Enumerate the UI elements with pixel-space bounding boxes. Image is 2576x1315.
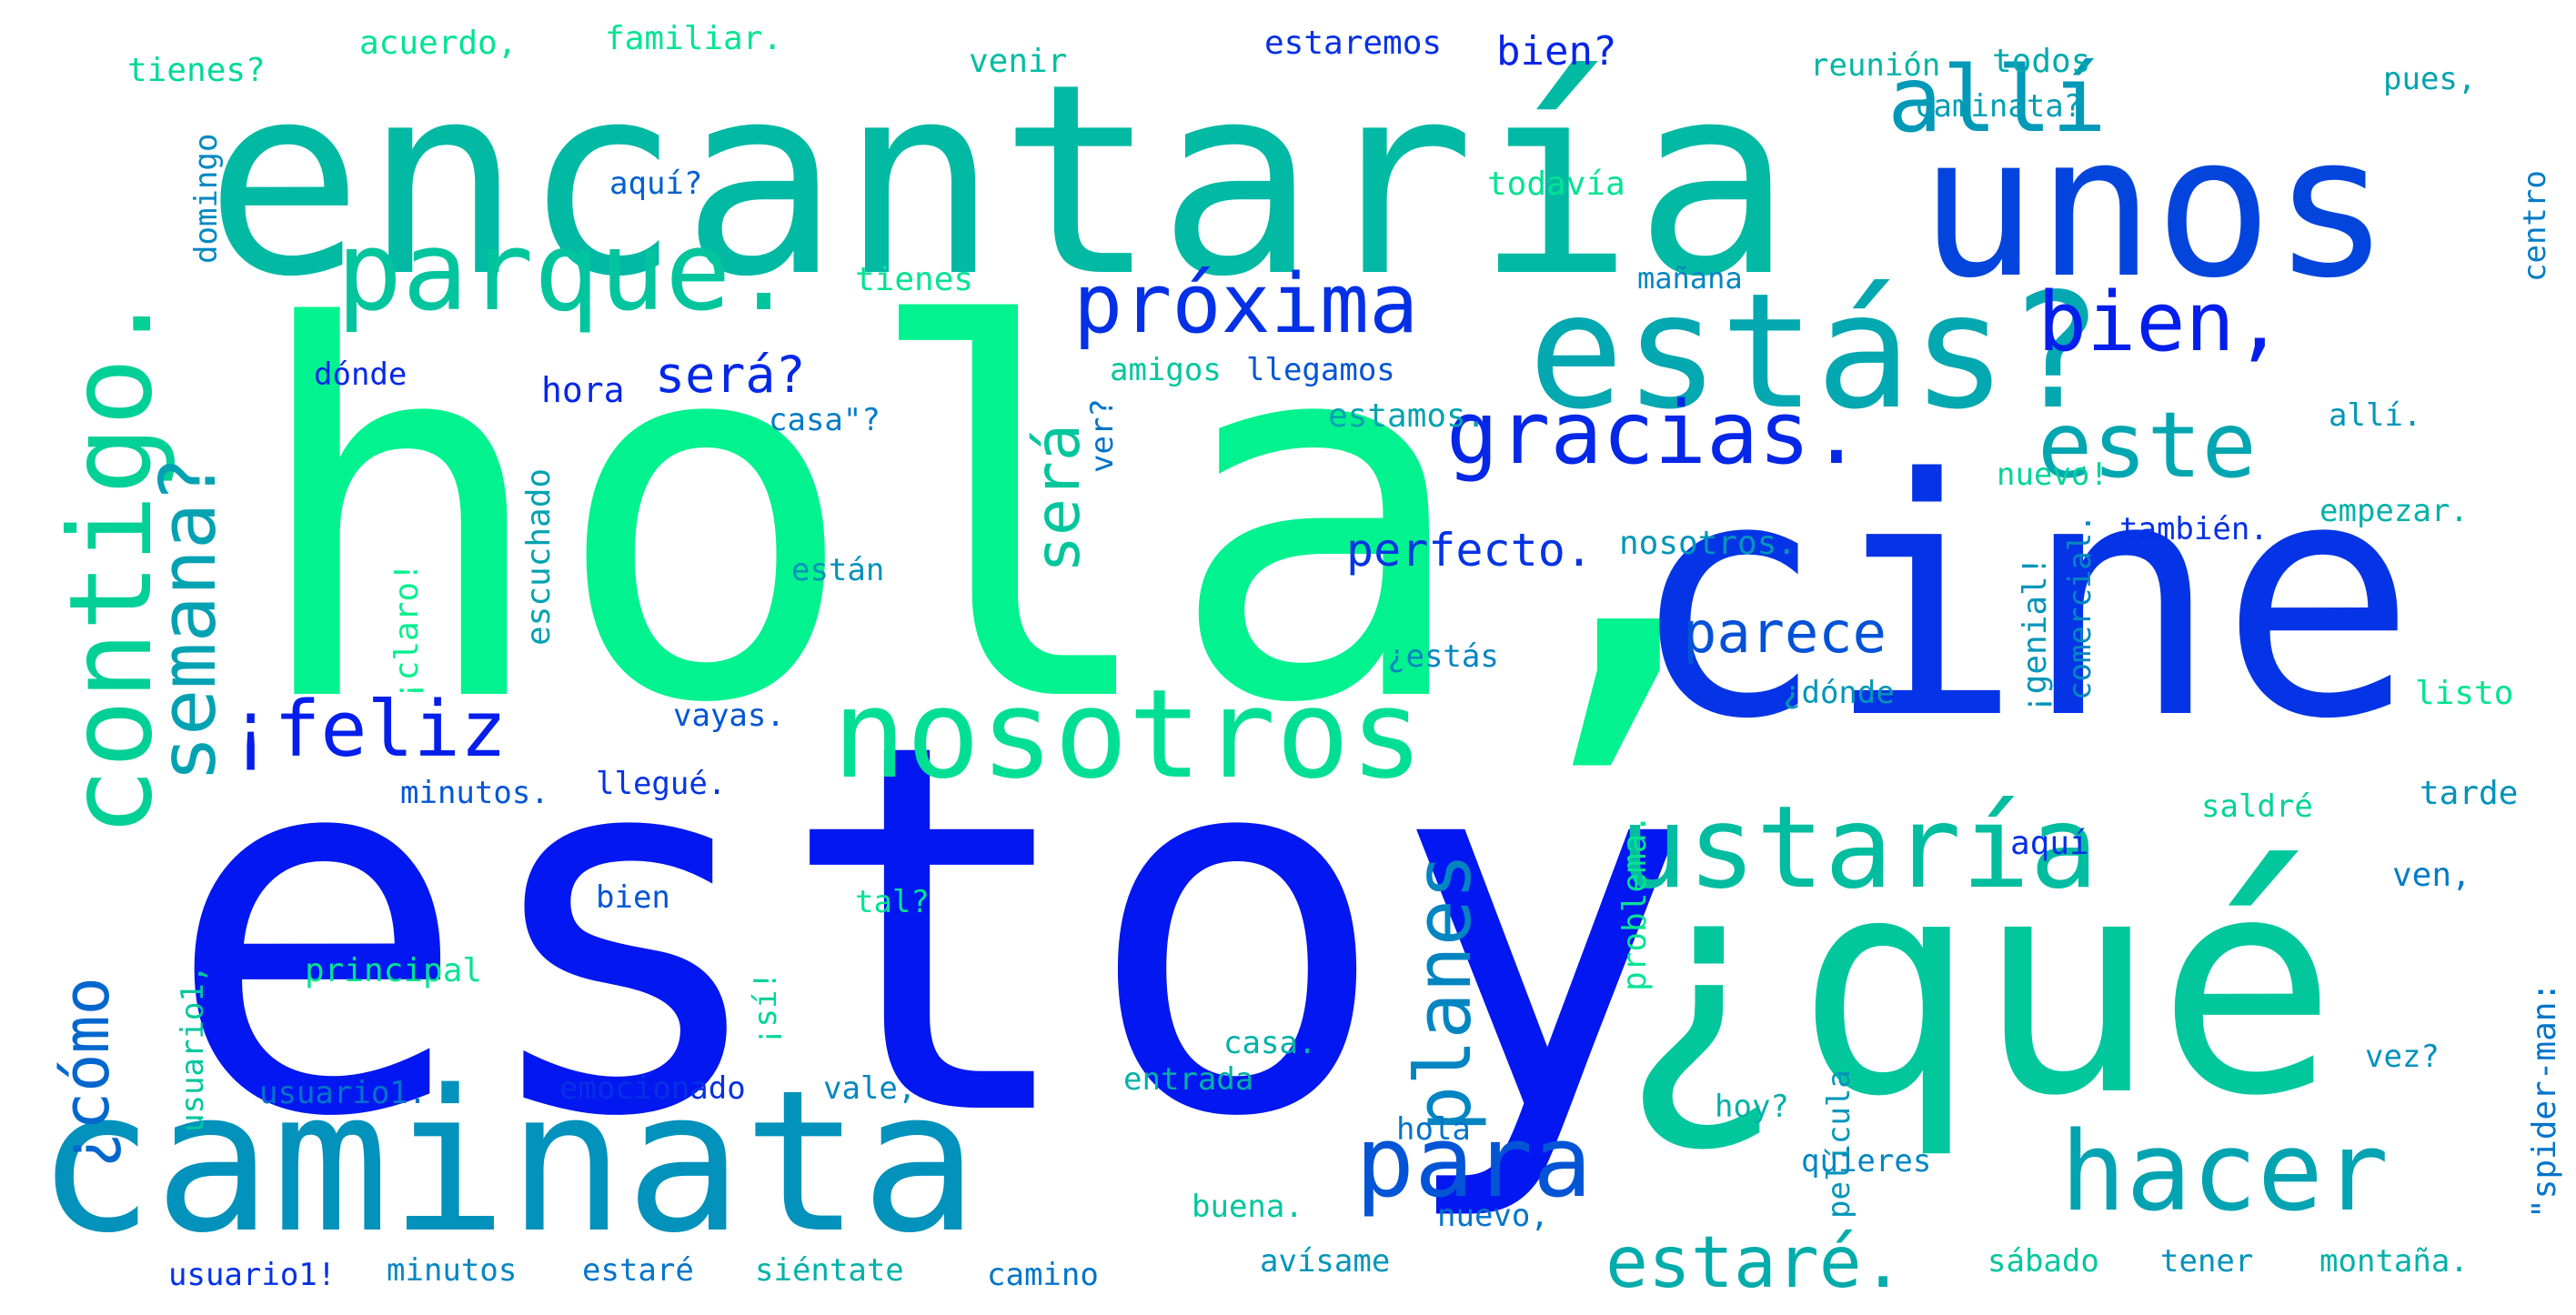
cloud-word: encantaría (205, 28, 1793, 335)
cloud-word: hola (1396, 1111, 1471, 1148)
cloud-word: nosotros (832, 663, 1424, 806)
cloud-word: tal? (855, 884, 930, 920)
cloud-word: nosotros. (1619, 525, 1797, 562)
cloud-word: escuchado (520, 467, 558, 646)
cloud-word: familiar. (605, 20, 783, 57)
cloud-word: problema. (1616, 813, 1654, 991)
cloud-word: avísame (1260, 1243, 1391, 1280)
cloud-word: bien (596, 879, 670, 916)
cloud-word: quieres (1801, 1143, 1932, 1179)
cloud-word: buena. (1192, 1189, 1303, 1225)
cloud-word: "spider-man: (2526, 981, 2563, 1219)
cloud-word: todavía (1487, 166, 1625, 203)
cloud-word: usuario1. (259, 1075, 428, 1111)
cloud-word: camino (987, 1257, 1099, 1293)
cloud-word: hacer (2060, 1109, 2390, 1236)
cloud-word: minutos. (400, 775, 549, 811)
cloud-word: amigos (1110, 352, 1222, 388)
cloud-word: casa"? (769, 402, 880, 438)
cloud-word: perfecto. (1346, 524, 1593, 577)
cloud-word: están (791, 552, 885, 588)
cloud-word: comercial. (2062, 514, 2098, 700)
cloud-word: allí. (2329, 397, 2422, 434)
cloud-word: usuario1! (168, 1257, 337, 1293)
cloud-word: cine (1628, 409, 2417, 790)
cloud-word: todos (1992, 43, 2091, 80)
cloud-word: gracias. (1446, 384, 1863, 484)
cloud-word: minutos (387, 1252, 518, 1289)
cloud-word: tarde (2420, 775, 2519, 812)
cloud-word: ver? (1084, 398, 1121, 473)
cloud-word: casa. (1223, 1025, 1317, 1061)
cloud-word: acuerdo, (359, 25, 518, 62)
cloud-word: llegué. (596, 766, 727, 802)
cloud-word: aquí? (609, 166, 703, 202)
cloud-word: planes (1399, 852, 1489, 1132)
cloud-word: estaré. (1605, 1222, 1905, 1304)
cloud-word: estoy (164, 636, 1697, 1229)
cloud-word: aquí (2010, 825, 2089, 862)
cloud-word: venir (969, 43, 1068, 80)
cloud-word: centro (2517, 170, 2553, 282)
cloud-word: nuevo! (1997, 457, 2108, 493)
cloud-word: siéntate (755, 1252, 904, 1289)
cloud-word: tienes (855, 261, 974, 298)
cloud-word: sábado (1987, 1243, 2099, 1280)
cloud-word: ven, (2392, 857, 2471, 894)
cloud-word: saldré (2201, 788, 2313, 825)
cloud-word: ¿cómo (49, 977, 124, 1169)
cloud-word: tener (2160, 1243, 2254, 1280)
cloud-word: emocionado (559, 1070, 746, 1107)
cloud-word: entrada (1123, 1061, 1254, 1098)
cloud-word: ¡genial! (2017, 556, 2054, 714)
cloud-word: ¿dónde (1783, 675, 1895, 711)
cloud-word: estamos. (1328, 397, 1486, 435)
cloud-word: ¿qué (1615, 812, 2338, 1161)
cloud-word: bien, (2038, 275, 2284, 370)
cloud-word: pues, (2383, 61, 2477, 97)
cloud-word: será (1022, 424, 1094, 573)
cloud-word: empezar. (2319, 493, 2469, 529)
cloud-word: llegamos (1246, 352, 1395, 388)
cloud-word: hora (541, 370, 625, 410)
cloud-word: domingo (188, 133, 225, 264)
cloud-word: ¡feliz (227, 685, 508, 775)
cloud-word: allí (1887, 46, 2107, 153)
cloud-word: usuario1, (175, 964, 211, 1132)
cloud-word: estaremos (1264, 25, 1443, 62)
cloud-word: estás? (1528, 260, 2104, 445)
cloud-word: será? (655, 346, 806, 404)
cloud-word: caminata? (1915, 88, 2083, 125)
cloud-word: reunión (1810, 47, 1941, 84)
cloud-word: hoy? (1715, 1089, 1789, 1125)
cloud-word: caminata (36, 1048, 979, 1276)
cloud-word: montaña. (2319, 1243, 2469, 1280)
cloud-word: principal (305, 952, 483, 989)
cloud-word: este (2038, 392, 2257, 498)
cloud-word: próxima (1073, 256, 1419, 352)
cloud-word: dónde (314, 356, 408, 393)
cloud-word: bien? (1496, 28, 1617, 75)
cloud-word: ¡sí! (748, 971, 784, 1046)
cloud-word: ¿estás (1387, 638, 1499, 675)
cloud-word: estaré (582, 1252, 694, 1289)
cloud-word: mañana (1637, 261, 1743, 296)
cloud-word: vez? (2365, 1039, 2440, 1075)
cloud-word: hola, (246, 222, 1779, 815)
cloud-word: tienes? (127, 52, 266, 89)
cloud-word: semana? (144, 456, 234, 782)
cloud-word: para (1355, 1106, 1593, 1220)
cloud-word: parque. (337, 209, 797, 336)
cloud-word: listo (2415, 675, 2514, 712)
cloud-word: nuevo, (1437, 1198, 1549, 1234)
cloud-word: vale, (823, 1070, 917, 1107)
cloud-word: unos (1919, 93, 2390, 321)
cloud-word: vayas. (673, 698, 785, 734)
cloud-word: ustaría (1619, 782, 2098, 914)
cloud-word: parece (1683, 599, 1887, 666)
cloud-word: ¡claro! (388, 562, 426, 700)
cloud-word: también. (2119, 511, 2269, 547)
